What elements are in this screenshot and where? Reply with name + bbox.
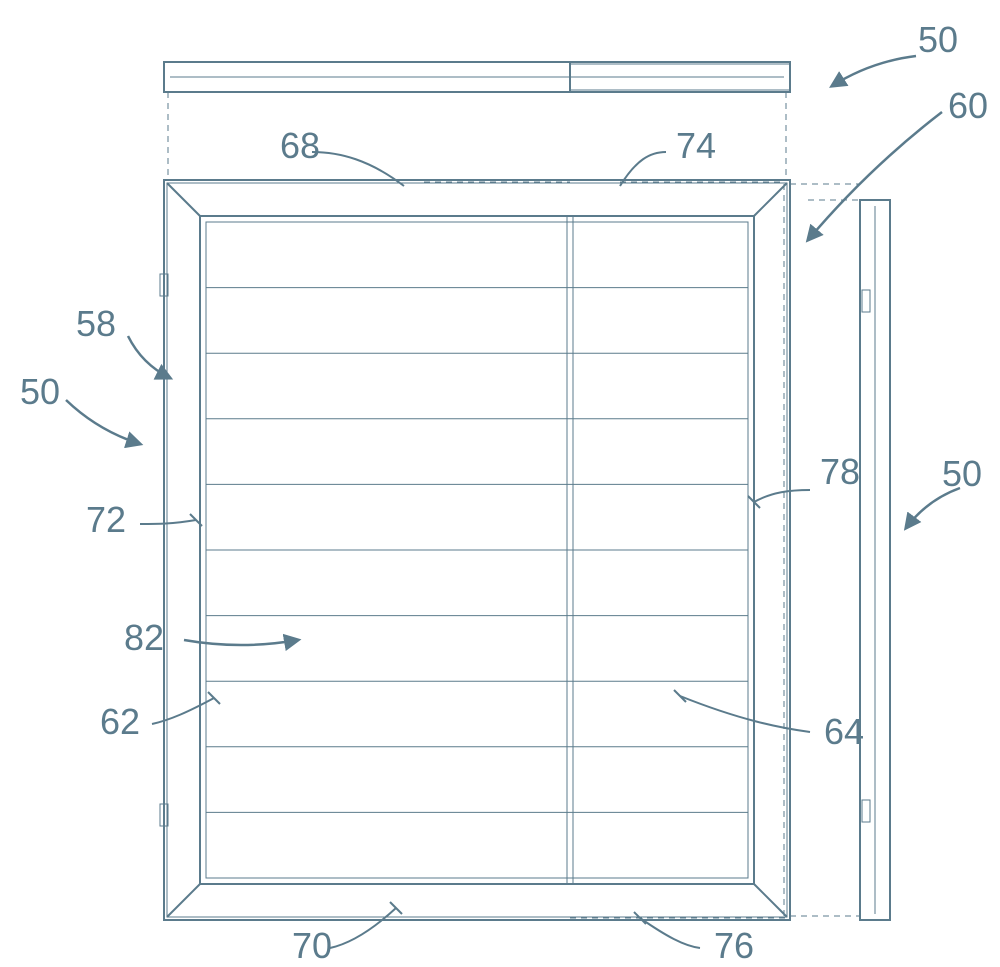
arrow-50-top: [832, 56, 916, 86]
label-l70: 70: [292, 925, 332, 966]
arrow-50-left: [66, 400, 140, 444]
label-l74: 74: [676, 125, 716, 166]
leader-62: [152, 698, 214, 724]
labels: 50 60 68 74 58 50 50 72 78 82 62 64 70 76: [20, 19, 988, 966]
label-l50_left: 50: [20, 371, 60, 412]
label-l78: 78: [820, 451, 860, 492]
arrow-82: [184, 640, 298, 645]
label-l60: 60: [948, 85, 988, 126]
label-l76: 76: [714, 925, 754, 966]
label-l58: 58: [76, 303, 116, 344]
side-view-bar: [860, 200, 890, 920]
leader-70: [330, 908, 396, 948]
top-view-bar: [164, 62, 790, 92]
label-l50_top: 50: [918, 19, 958, 60]
label-l62: 62: [100, 701, 140, 742]
label-l72: 72: [86, 499, 126, 540]
leader-76: [640, 918, 700, 948]
label-l82: 82: [124, 617, 164, 658]
label-l64: 64: [824, 711, 864, 752]
leader-78: [754, 490, 810, 502]
label-l68: 68: [280, 125, 320, 166]
front-frame: [160, 180, 790, 920]
arrow-50-right: [906, 488, 960, 528]
leader-72: [140, 520, 196, 524]
label-l50_right: 50: [942, 453, 982, 494]
